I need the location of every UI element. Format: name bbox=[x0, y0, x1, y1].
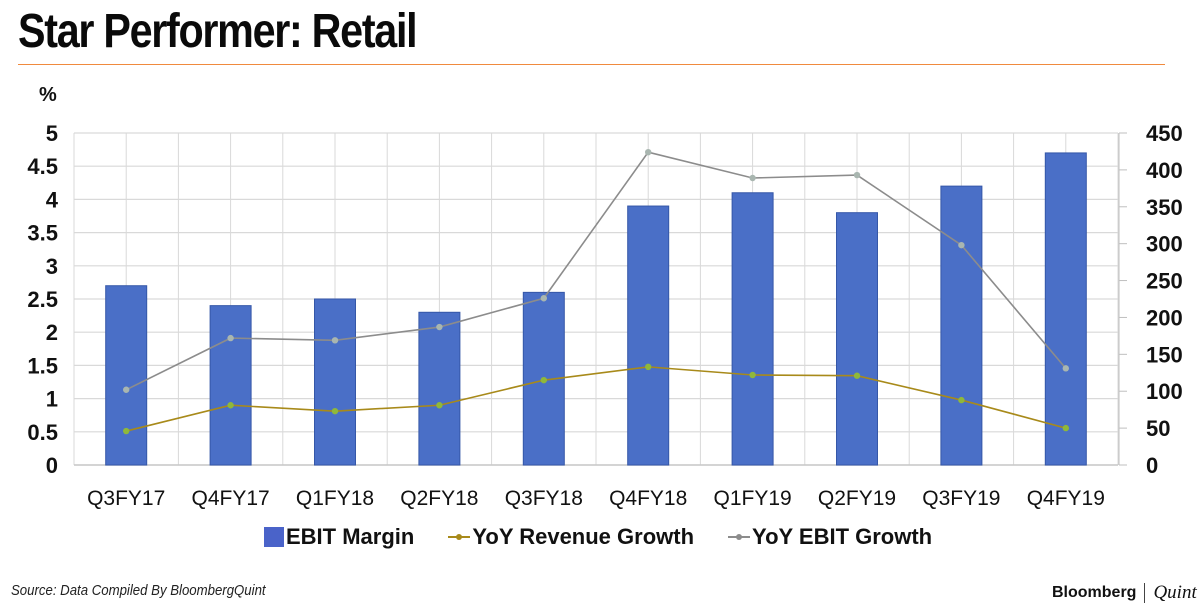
y-axis-tick-label: 5 bbox=[46, 121, 58, 146]
y2-axis-tick-label: 0 bbox=[1146, 453, 1158, 478]
bar-swatch-icon bbox=[264, 527, 284, 547]
y-axis-tick-label: 4.5 bbox=[27, 154, 58, 179]
y2-axis-tick-label: 350 bbox=[1146, 195, 1183, 220]
y2-axis-tick-label: 100 bbox=[1146, 379, 1183, 404]
x-axis-category-label: Q2FY18 bbox=[400, 487, 478, 510]
y-axis-tick-label: 4 bbox=[46, 187, 59, 212]
ebit-growth-marker bbox=[436, 323, 443, 331]
chart-title: Star Performer: Retail bbox=[18, 5, 418, 58]
line-swatch-icon bbox=[448, 527, 471, 547]
ebit-growth-marker bbox=[331, 337, 339, 344]
y-axis-unit-label: % bbox=[39, 84, 57, 106]
y-axis-tick-label: 1.5 bbox=[27, 353, 58, 378]
brand-logo: Bloomberg Quint bbox=[1052, 582, 1197, 604]
x-axis-category-label: Q4FY17 bbox=[191, 487, 269, 510]
legend-item-ebit-growth: YoY EBIT Growth bbox=[728, 524, 932, 550]
ebit-growth-line bbox=[125, 151, 1067, 391]
ebit-growth-marker bbox=[1062, 365, 1070, 372]
y-axis-tick-label: 0 bbox=[46, 453, 58, 478]
bar-ebit-margin bbox=[1044, 152, 1087, 466]
ebit-growth-marker bbox=[853, 171, 861, 179]
source-note: Source: Data Compiled By BloombergQuint bbox=[11, 582, 266, 599]
revenue-growth-marker bbox=[958, 396, 965, 404]
y2-axis-tick-label: 300 bbox=[1146, 232, 1183, 257]
brand-divider bbox=[1144, 583, 1146, 603]
y-axis-tick-label: 2 bbox=[46, 320, 58, 345]
revenue-growth-marker bbox=[436, 402, 443, 409]
x-axis-category-label: Q3FY18 bbox=[505, 487, 583, 510]
bar-ebit-margin bbox=[940, 185, 983, 466]
bar-ebit-margin bbox=[314, 298, 356, 466]
ebit-growth-marker bbox=[540, 295, 547, 302]
y2-axis-tick-label: 200 bbox=[1146, 305, 1183, 330]
bar-ebit-margin bbox=[209, 305, 252, 466]
x-axis-category-label: Q1FY18 bbox=[296, 487, 374, 510]
revenue-growth-marker bbox=[540, 376, 547, 384]
x-axis-category-label: Q3FY19 bbox=[922, 487, 1000, 510]
bar-ebit-margin bbox=[418, 311, 461, 466]
revenue-growth-marker bbox=[331, 407, 339, 415]
bar-ebit-margin bbox=[627, 205, 670, 466]
bar-ebit-margin bbox=[731, 192, 774, 466]
revenue-growth-marker bbox=[227, 402, 234, 409]
ebit-growth-marker bbox=[749, 174, 756, 182]
legend-item-ebit-margin: EBIT Margin bbox=[264, 524, 414, 550]
y-axis-tick-label: 3.5 bbox=[27, 221, 58, 246]
revenue-growth-marker bbox=[1062, 424, 1070, 432]
title-divider bbox=[18, 64, 1165, 65]
revenue-growth-line bbox=[126, 366, 1067, 432]
legend-label: YoY Revenue Growth bbox=[472, 524, 695, 549]
y-axis-tick-label: 2.5 bbox=[27, 287, 58, 312]
chart-legend: EBIT Margin YoY Revenue Growth YoY EBIT … bbox=[264, 524, 966, 550]
ebit-growth-marker bbox=[227, 334, 234, 342]
legend-label: EBIT Margin bbox=[286, 524, 415, 549]
legend-label: YoY EBIT Growth bbox=[752, 524, 933, 549]
legend-item-revenue-growth: YoY Revenue Growth bbox=[448, 524, 694, 550]
brand-quint: Quint bbox=[1153, 582, 1197, 603]
revenue-growth-marker bbox=[645, 363, 652, 371]
y-axis-tick-label: 0.5 bbox=[27, 420, 58, 445]
ebit-growth-marker bbox=[958, 241, 965, 249]
y2-axis-tick-label: 450 bbox=[1146, 121, 1183, 146]
y-axis-tick-label: 1 bbox=[46, 387, 58, 412]
y2-axis-tick-label: 250 bbox=[1146, 269, 1183, 294]
bar-ebit-margin bbox=[105, 285, 148, 466]
revenue-growth-marker bbox=[123, 427, 130, 435]
x-axis-category-label: Q4FY18 bbox=[609, 487, 687, 510]
brand-bloomberg: Bloomberg bbox=[1052, 584, 1137, 601]
x-axis-category-label: Q4FY19 bbox=[1027, 487, 1105, 510]
y2-axis-tick-label: 50 bbox=[1146, 416, 1170, 441]
y2-axis-tick-label: 150 bbox=[1146, 342, 1183, 367]
bar-ebit-margin bbox=[836, 212, 878, 466]
y-axis-tick-label: 3 bbox=[46, 254, 58, 279]
line-swatch-icon bbox=[728, 527, 751, 547]
x-axis-category-label: Q3FY17 bbox=[87, 487, 165, 510]
ebit-growth-marker bbox=[645, 148, 652, 156]
ebit-growth-marker bbox=[123, 386, 130, 393]
x-axis-category-label: Q1FY19 bbox=[713, 487, 791, 510]
revenue-growth-marker bbox=[749, 371, 756, 379]
revenue-growth-marker bbox=[853, 372, 861, 379]
y2-axis-tick-label: 400 bbox=[1146, 158, 1183, 183]
x-axis-category-label: Q2FY19 bbox=[818, 487, 896, 510]
